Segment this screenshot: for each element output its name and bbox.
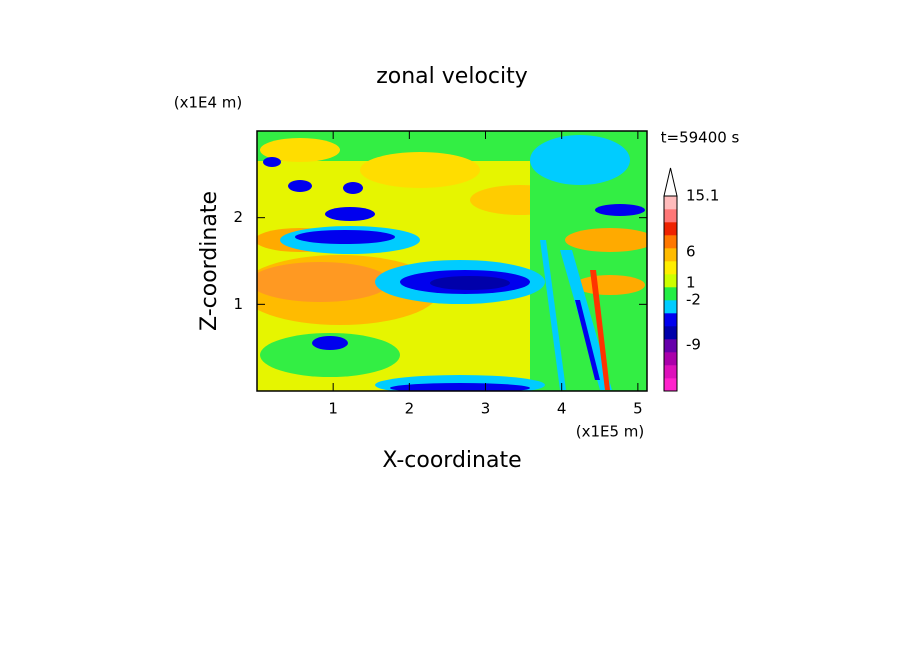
colorbar-swatch xyxy=(664,209,677,223)
colorbar-swatch xyxy=(664,196,677,210)
chart-title: zonal velocity xyxy=(376,64,528,89)
y-unit: (x1E4 m) xyxy=(174,94,243,112)
x-axis-label: X-coordinate xyxy=(382,448,521,473)
colorbar-label: 15.1 xyxy=(686,187,719,205)
colorbar-arrow xyxy=(663,167,678,197)
x-tick-label: 2 xyxy=(405,400,415,418)
colorbar-swatch xyxy=(664,287,677,301)
colorbar-swatch xyxy=(664,365,677,379)
colorbar-swatch xyxy=(664,352,677,366)
colorbar-label: 1 xyxy=(686,274,696,292)
plot-frame xyxy=(256,130,648,392)
colorbar-swatch xyxy=(664,300,677,314)
colorbar-swatch xyxy=(664,339,677,353)
colorbar-label: 6 xyxy=(686,243,696,261)
x-tick-label: 3 xyxy=(481,400,491,418)
x-tick-label: 4 xyxy=(557,400,567,418)
colorbar-swatch xyxy=(664,248,677,262)
colorbar-swatch xyxy=(664,235,677,249)
colorbar-swatch xyxy=(664,326,677,340)
contour-field xyxy=(257,131,647,391)
colorbar-swatch xyxy=(664,378,677,392)
colorbar-swatch xyxy=(664,222,677,236)
x-tick-label: 5 xyxy=(633,400,643,418)
colorbar-swatch xyxy=(664,274,677,288)
colorbar-swatch xyxy=(664,313,677,327)
y-axis-label: Z-coordinate xyxy=(197,191,222,331)
colorbar-swatch xyxy=(664,261,677,275)
colorbar-label: -2 xyxy=(686,291,701,309)
y-tick-label: 2 xyxy=(233,208,243,226)
x-unit: (x1E5 m) xyxy=(576,423,645,441)
colorbar-frame xyxy=(663,195,678,392)
y-tick-label: 1 xyxy=(233,295,243,313)
annotation: t=59400 s xyxy=(661,129,740,147)
x-tick-label: 1 xyxy=(328,400,338,418)
colorbar-label: -9 xyxy=(686,336,701,354)
